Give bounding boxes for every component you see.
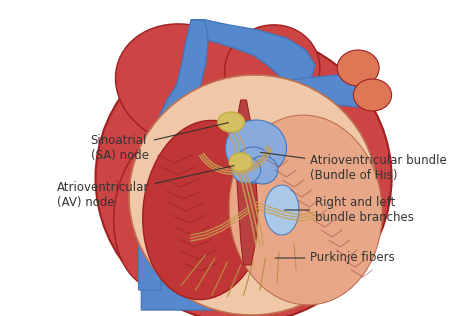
Ellipse shape <box>129 75 377 315</box>
Text: Purkinje fibers: Purkinje fibers <box>275 252 395 264</box>
Text: Atrioventricular bundle
(Bundle of His): Atrioventricular bundle (Bundle of His) <box>261 152 447 182</box>
Ellipse shape <box>232 157 261 183</box>
Ellipse shape <box>269 86 323 130</box>
Ellipse shape <box>247 156 278 184</box>
Polygon shape <box>267 75 382 108</box>
Text: Right and left
bundle branches: Right and left bundle branches <box>284 196 414 224</box>
Ellipse shape <box>225 25 320 115</box>
Polygon shape <box>138 210 167 290</box>
Polygon shape <box>234 100 258 265</box>
Ellipse shape <box>264 185 299 235</box>
Polygon shape <box>191 20 315 85</box>
Ellipse shape <box>337 50 379 86</box>
Ellipse shape <box>226 120 287 176</box>
Text: Atrioventricular
(AV) node: Atrioventricular (AV) node <box>57 166 234 209</box>
Ellipse shape <box>116 24 257 146</box>
Ellipse shape <box>229 153 252 171</box>
Ellipse shape <box>114 131 220 289</box>
Ellipse shape <box>96 33 392 316</box>
Ellipse shape <box>354 79 392 111</box>
Ellipse shape <box>218 112 245 132</box>
Text: Sinoatrial
(SA) node: Sinoatrial (SA) node <box>91 123 228 162</box>
Polygon shape <box>141 20 215 310</box>
Ellipse shape <box>229 115 382 305</box>
Ellipse shape <box>234 147 272 183</box>
Ellipse shape <box>143 120 268 300</box>
